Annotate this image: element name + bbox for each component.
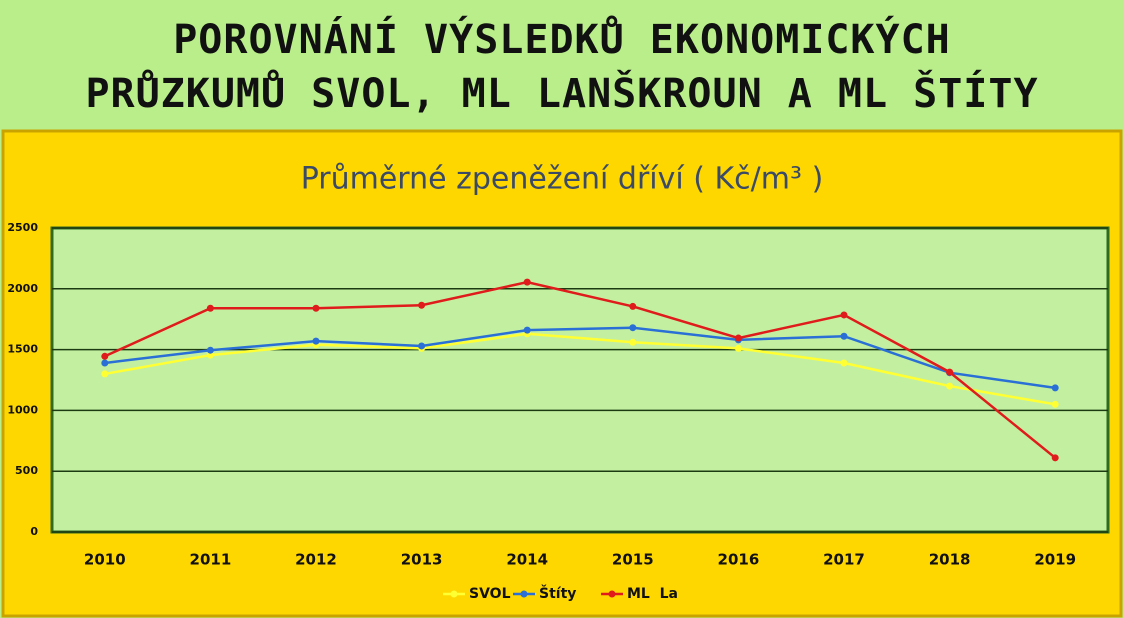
data-point xyxy=(101,359,109,367)
y-tick-label: 2500 xyxy=(7,221,38,234)
data-point xyxy=(946,368,954,376)
x-tick-label: 2017 xyxy=(823,551,865,569)
data-point xyxy=(1051,384,1059,392)
data-point xyxy=(206,351,214,359)
data-point xyxy=(734,334,742,342)
series-line xyxy=(104,332,1056,406)
data-point xyxy=(523,326,531,334)
data-point xyxy=(840,359,848,367)
data-point xyxy=(734,344,742,352)
data-point xyxy=(418,301,426,309)
y-tick-label: 0 xyxy=(30,525,38,538)
plot-area xyxy=(50,226,1110,534)
data-point xyxy=(206,304,214,312)
y-tick-label: 1000 xyxy=(7,403,38,416)
banner xyxy=(0,0,1124,128)
data-point xyxy=(840,332,848,340)
data-point xyxy=(1051,454,1059,462)
legend-marker xyxy=(450,590,458,598)
y-tick-label: 1500 xyxy=(7,343,38,356)
data-point xyxy=(840,311,848,319)
data-point xyxy=(312,304,320,312)
chart-title: Průměrné zpeněžení dříví ( Kč/m³ ) xyxy=(301,162,824,197)
x-tick-label: 2018 xyxy=(929,551,971,569)
y-tick-label: 2000 xyxy=(7,282,38,295)
series-line xyxy=(104,326,1056,390)
legend-marker xyxy=(520,590,528,598)
data-point xyxy=(1051,400,1059,408)
x-tick-label: 2015 xyxy=(612,551,654,569)
y-tick-label: 500 xyxy=(15,464,38,477)
data-point xyxy=(101,370,109,378)
banner-line: POROVNÁNÍ VÝSLEDKŮ EKONOMICKÝCH xyxy=(173,14,951,63)
data-point xyxy=(523,278,531,286)
data-point xyxy=(101,352,109,360)
legend-marker xyxy=(608,590,616,598)
legend-label: SVOL xyxy=(469,586,511,602)
data-point xyxy=(629,302,637,310)
banner-line: PRŮZKUMŮ SVOL, ML LANŠKROUN A ML ŠTÍTY xyxy=(85,68,1038,117)
x-tick-label: 2016 xyxy=(718,551,760,569)
x-tick-label: 2011 xyxy=(190,551,232,569)
data-point xyxy=(418,342,426,350)
series-line xyxy=(104,280,1056,459)
legend-label: ML La xyxy=(627,586,678,602)
legend-label: Štíty xyxy=(539,584,576,602)
x-tick-label: 2013 xyxy=(401,551,443,569)
data-point xyxy=(206,346,214,354)
data-point xyxy=(629,324,637,332)
x-tick-label: 2010 xyxy=(84,551,126,569)
x-tick-label: 2019 xyxy=(1034,551,1076,569)
x-tick-label: 2012 xyxy=(295,551,337,569)
data-point xyxy=(312,337,320,345)
data-point xyxy=(946,382,954,390)
x-tick-label: 2014 xyxy=(506,551,548,569)
data-point xyxy=(629,338,637,346)
